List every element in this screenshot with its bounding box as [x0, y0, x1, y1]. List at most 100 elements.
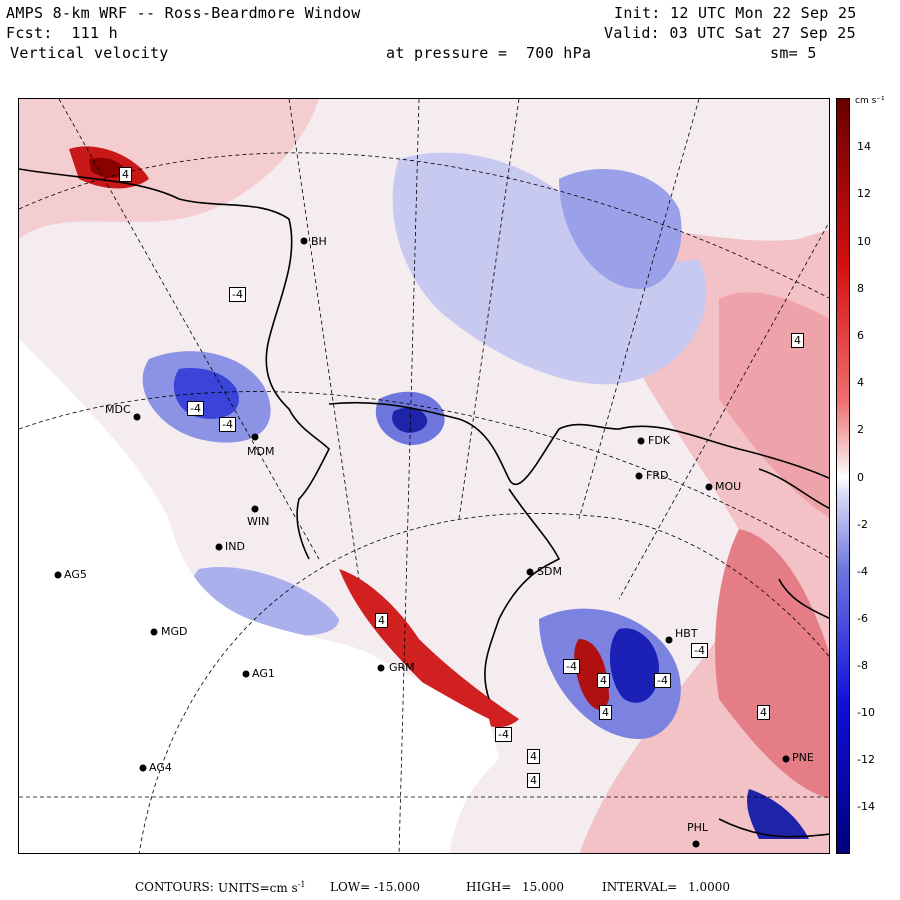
negative-core-southeast	[747, 789, 809, 839]
station-label-frd: FRD	[646, 469, 669, 482]
init-time: Init: 12 UTC Mon 22 Sep 25	[614, 4, 857, 22]
colorbar-tick: 12	[857, 187, 871, 200]
colorbar-tick: 0	[857, 471, 864, 484]
interval-label: INTERVAL=	[602, 880, 678, 894]
station-label-hbt: HBT	[675, 627, 698, 640]
station-dot-hbt	[665, 636, 673, 644]
contour-label: -4	[495, 727, 512, 742]
colorbar-tick: -4	[857, 565, 868, 578]
station-dot-fdk	[637, 437, 645, 445]
latitude-line-1	[19, 152, 829, 299]
vertical-velocity-map: MDC MDM WIN IND AG5 MGD AG1 AG4 GRM SDM …	[18, 98, 830, 854]
smoothing-value: sm= 5	[770, 44, 817, 62]
units-exponent: -1	[297, 880, 306, 889]
negative-core-south	[609, 628, 659, 703]
contour-label: 4	[599, 705, 612, 720]
negative-region-ross-sea-core	[559, 169, 682, 289]
station-dot-bh	[300, 237, 308, 245]
model-title: AMPS 8-km WRF -- Ross-Beardmore Window	[6, 4, 361, 22]
station-dot-grm	[377, 664, 385, 672]
station-label-sdm: SDM	[537, 565, 562, 578]
station-dot-ag4	[139, 764, 147, 772]
longitude-line-5	[618, 221, 829, 600]
colorbar-tick: -14	[857, 800, 875, 813]
station-label-pne: PNE	[792, 751, 814, 764]
colorbar-unit: cm s⁻¹	[855, 96, 885, 106]
colorbar-tick: 2	[857, 423, 864, 436]
forecast-hour: Fcst: 111 h	[6, 24, 118, 42]
longitude-line-2	[398, 99, 420, 853]
colorbar-tick: -10	[857, 706, 875, 719]
colorbar-tick: -6	[857, 612, 868, 625]
colorbar-tick: 4	[857, 376, 864, 389]
contour-label: 4	[597, 673, 610, 688]
contours-label: CONTOURS:	[135, 880, 214, 894]
coast-ice-shelf-front	[328, 401, 829, 486]
contour-label: -4	[654, 673, 671, 688]
field-name: Vertical velocity	[10, 44, 169, 62]
units-label: UNITS=cm s	[218, 881, 298, 895]
colorbar-tick: -8	[857, 659, 868, 672]
colorbar	[836, 98, 850, 854]
station-dot-frd	[635, 472, 643, 480]
colorbar-tick: -2	[857, 518, 868, 531]
station-label-mdm: MDM	[247, 445, 275, 458]
station-dot-sdm	[526, 568, 534, 576]
station-dot-phl	[692, 840, 700, 848]
station-label-ag4: AG4	[149, 761, 172, 774]
station-markers	[54, 237, 790, 848]
coastlines	[19, 168, 829, 838]
positive-band-transantarctic	[339, 569, 519, 728]
colorbar-tick: 10	[857, 235, 871, 248]
station-label-bh: BH	[311, 235, 327, 248]
contour-label: 4	[527, 749, 540, 764]
contour-label: 4	[791, 333, 804, 348]
no-data-region	[19, 339, 499, 853]
longitude-line-4	[578, 99, 700, 520]
station-dot-ag1	[242, 670, 250, 678]
longitude-line-3	[458, 99, 520, 520]
contour-label: 4	[375, 613, 388, 628]
coast-ice-shelf-grounding-line	[484, 488, 561, 700]
station-dot-ag5	[54, 571, 62, 579]
station-dot-ind	[215, 543, 223, 551]
station-label-phl: PHL	[687, 821, 709, 834]
contour-label: -4	[187, 401, 204, 416]
high-label: HIGH=	[466, 880, 512, 894]
map-svg	[19, 99, 829, 853]
contour-label: -4	[563, 659, 580, 674]
contour-label: -4	[691, 643, 708, 658]
valid-time: Valid: 03 UTC Sat 27 Sep 25	[604, 24, 856, 42]
station-label-ag1: AG1	[252, 667, 275, 680]
positive-region-northwest	[19, 99, 319, 239]
colorbar-tick: 14	[857, 140, 871, 153]
station-dot-mgd	[150, 628, 158, 636]
latitude-line-2	[19, 391, 829, 559]
units-text: UNITS=cm s-1	[218, 880, 306, 895]
contour-label: 4	[119, 167, 132, 182]
longitude-line-1	[288, 99, 360, 580]
station-label-mdc: MDC	[105, 403, 131, 416]
low-value: -15.000	[374, 880, 421, 894]
station-label-ind: IND	[225, 540, 245, 553]
negative-core-center	[392, 407, 428, 433]
colorbar-fill	[837, 99, 849, 853]
coast-marie-byrd-land	[758, 468, 829, 619]
station-dot-mou	[705, 483, 713, 491]
colorbar-tick: 6	[857, 329, 864, 342]
positive-region-northeast	[719, 292, 829, 518]
high-value: 15.000	[522, 880, 564, 894]
contour-label: -4	[229, 287, 246, 302]
colorbar-tick: -12	[857, 753, 875, 766]
contour-label: 4	[527, 773, 540, 788]
station-label-mou: MOU	[715, 480, 742, 493]
colorbar-tick: 8	[857, 282, 864, 295]
station-label-mgd: MGD	[161, 625, 188, 638]
interval-value: 1.0000	[688, 880, 730, 894]
colorbar-gradient	[837, 99, 849, 853]
coast-victoria-land	[19, 168, 330, 560]
pressure-level: at pressure = 700 hPa	[386, 44, 592, 62]
contour-label: 4	[757, 705, 770, 720]
latitude-line-3	[138, 513, 829, 853]
station-label-ag5: AG5	[64, 568, 87, 581]
